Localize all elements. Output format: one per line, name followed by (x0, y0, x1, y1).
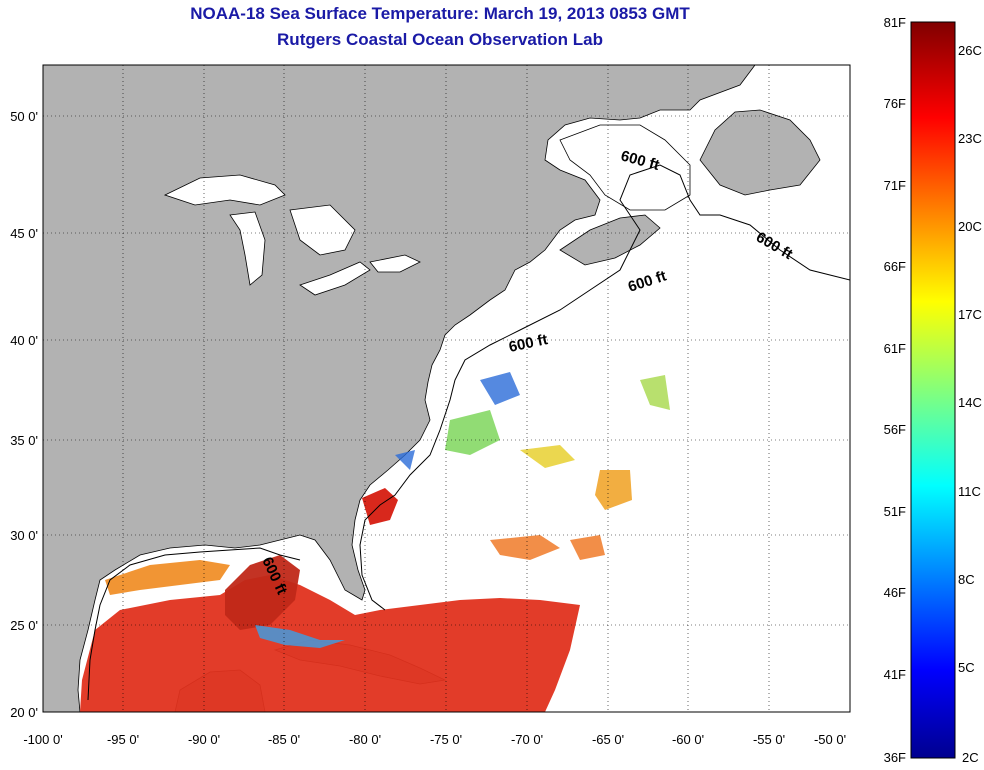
colorbar-c-label: 2C (962, 750, 979, 765)
lon-tick-label: -60 0' (672, 732, 704, 747)
colorbar-f-label: 41F (884, 667, 906, 682)
sst-atlantic-yellow-2 (595, 470, 632, 510)
lat-tick-label: 20 0' (10, 705, 38, 720)
colorbar-f-label: 76F (884, 96, 906, 111)
lat-tick-label: 50 0' (10, 109, 38, 124)
lon-tick-label: -100 0' (23, 732, 62, 747)
colorbar-gradient (910, 21, 956, 759)
sst-atlantic-green-2 (640, 375, 670, 410)
lon-axis: -100 0' -95 0' -90 0' -85 0' -80 0' -75 … (23, 732, 846, 747)
colorbar-f-label: 61F (884, 341, 906, 356)
lon-tick-label: -70 0' (511, 732, 543, 747)
map-frame (42, 64, 851, 713)
colorbar-c-label: 8C (958, 572, 975, 587)
lon-tick-label: -65 0' (592, 732, 624, 747)
lon-tick-label: -75 0' (430, 732, 462, 747)
lon-tick-label: -95 0' (107, 732, 139, 747)
lake-michigan-huron (229, 204, 356, 286)
lon-tick-label: -55 0' (753, 732, 785, 747)
colorbar: 81F 76F 71F 66F 61F 56F 51F 46F 41F 36F … (884, 15, 982, 765)
lat-tick-label: 45 0' (10, 226, 38, 241)
colorbar-c-label: 26C (958, 43, 982, 58)
colorbar-c-label: 17C (958, 307, 982, 322)
sst-atlantic-red-patch (362, 488, 398, 525)
lon-tick-label: -85 0' (268, 732, 300, 747)
lon-tick-label: -90 0' (188, 732, 220, 747)
lat-tick-label: 25 0' (10, 618, 38, 633)
sst-gulf-orange (105, 560, 230, 595)
sst-atlantic-yellow-1 (520, 445, 575, 468)
sst-atlantic-green-1 (445, 410, 500, 455)
lake-superior (163, 174, 286, 206)
colorbar-f-label: 56F (884, 422, 906, 437)
land-newfoundland (699, 109, 821, 196)
colorbar-f-label: 71F (884, 178, 906, 193)
colorbar-c-label: 14C (958, 395, 982, 410)
colorbar-f-label: 66F (884, 259, 906, 274)
colorbar-c-label: 20C (958, 219, 982, 234)
colorbar-c-label: 5C (958, 660, 975, 675)
lat-axis: 50 0' 45 0' 40 0' 35 0' 30 0' 25 0' 20 0… (10, 109, 38, 720)
map-subtitle: Rutgers Coastal Ocean Observation Lab (277, 30, 603, 49)
lat-tick-label: 40 0' (10, 333, 38, 348)
colorbar-f-label: 51F (884, 504, 906, 519)
colorbar-c-label: 11C (958, 484, 981, 499)
sst-atlantic-blue (395, 372, 520, 470)
lon-tick-label: -80 0' (349, 732, 381, 747)
lat-tick-label: 30 0' (10, 528, 38, 543)
lake-erie-ontario (299, 254, 421, 296)
colorbar-fahrenheit-labels: 81F 76F 71F 66F 61F 56F 51F 46F 41F 36F (884, 15, 906, 765)
colorbar-celsius-labels: 26C 23C 20C 17C 14C 11C 8C 5C 2C (958, 43, 982, 765)
colorbar-f-label: 36F (884, 750, 906, 765)
land-nova-scotia (559, 214, 661, 266)
land-north-america (43, 65, 756, 712)
colorbar-c-label: 23C (958, 131, 982, 146)
map-title: NOAA-18 Sea Surface Temperature: March 1… (190, 4, 690, 23)
depth-contour-600ft-gulf (87, 547, 301, 701)
sst-atlantic-orange-3 (490, 535, 605, 560)
sst-shelf-cool (255, 625, 345, 648)
gridlines (43, 65, 850, 712)
colorbar-f-label: 46F (884, 585, 906, 600)
depth-contour-600ft (359, 164, 850, 611)
lat-tick-label: 35 0' (10, 433, 38, 448)
gulf-st-lawrence (559, 124, 691, 211)
colorbar-f-label: 81F (884, 15, 906, 30)
lon-tick-label: -50 0' (814, 732, 846, 747)
sst-loop-current (225, 555, 300, 630)
